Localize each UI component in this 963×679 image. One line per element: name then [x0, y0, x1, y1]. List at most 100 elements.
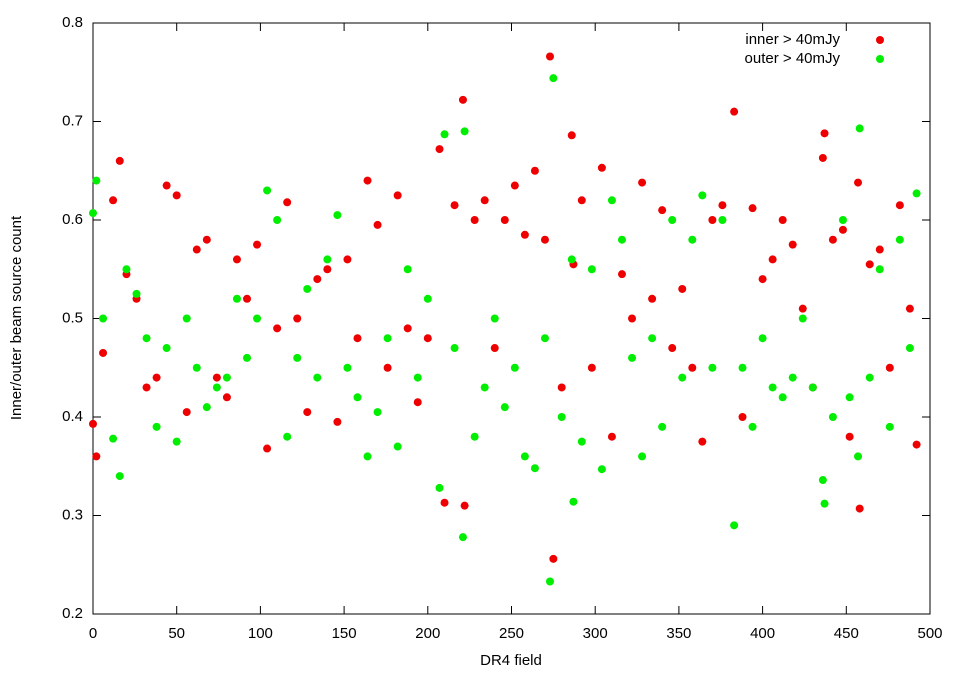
point [718, 216, 727, 224]
point [617, 235, 626, 244]
point [253, 240, 262, 249]
point [273, 324, 282, 333]
point [778, 393, 787, 402]
point [912, 440, 921, 449]
y-tick-label: 0.4 [62, 408, 83, 425]
point [363, 452, 372, 461]
point [152, 422, 161, 431]
point [490, 314, 499, 323]
point [854, 178, 863, 187]
point [788, 240, 797, 249]
point [212, 373, 221, 382]
point [668, 216, 677, 224]
point [730, 107, 739, 116]
point [648, 294, 657, 303]
point [678, 284, 687, 293]
point [313, 373, 322, 382]
point [263, 444, 272, 453]
point [798, 304, 807, 313]
point [480, 196, 489, 205]
point [273, 216, 282, 224]
point [99, 314, 108, 323]
point [172, 437, 181, 446]
point [828, 235, 837, 244]
x-tick-label: 300 [583, 625, 608, 642]
point [607, 432, 616, 441]
point [658, 206, 667, 215]
point [510, 181, 519, 190]
point [875, 265, 884, 274]
point [162, 181, 171, 190]
point [912, 189, 921, 198]
point [510, 363, 519, 372]
point [132, 289, 141, 298]
x-tick-label: 200 [415, 625, 440, 642]
point [383, 334, 392, 343]
point [530, 166, 539, 175]
legend-marker [876, 36, 884, 44]
point [628, 353, 637, 362]
point [393, 442, 402, 451]
point [577, 196, 586, 205]
x-tick-label: 450 [834, 625, 859, 642]
point [540, 334, 549, 343]
point [243, 294, 252, 303]
x-tick-label: 150 [332, 625, 357, 642]
point [865, 373, 874, 382]
point [172, 191, 181, 200]
point [788, 373, 797, 382]
point [798, 314, 807, 323]
y-tick-label: 0.6 [62, 211, 83, 228]
point [202, 403, 211, 412]
point [403, 265, 412, 274]
point [393, 191, 402, 200]
point [758, 275, 767, 284]
point [768, 383, 777, 392]
point [92, 176, 101, 185]
point [353, 334, 362, 343]
point [202, 235, 211, 244]
point [520, 230, 529, 239]
point [89, 209, 97, 218]
point [648, 334, 657, 343]
x-tick-label: 50 [168, 625, 185, 642]
point [698, 437, 707, 446]
point [222, 393, 231, 402]
point [778, 216, 787, 224]
point [708, 216, 717, 224]
point [363, 176, 372, 185]
point [658, 422, 667, 431]
point [546, 577, 555, 586]
x-tick-label: 0 [89, 625, 97, 642]
legend-label: inner > 40mJy [745, 31, 840, 48]
point [540, 235, 549, 244]
point [855, 504, 864, 513]
point [293, 353, 302, 362]
x-tick-label: 250 [499, 625, 524, 642]
point [192, 363, 201, 372]
point [89, 419, 97, 428]
legend-marker [876, 55, 884, 63]
point [768, 255, 777, 264]
point [688, 235, 697, 244]
point [698, 191, 707, 200]
point [587, 265, 596, 274]
point [293, 314, 302, 323]
point [828, 413, 837, 421]
point [557, 413, 566, 421]
point [638, 178, 647, 187]
point [353, 393, 362, 402]
point [109, 196, 118, 205]
point [500, 403, 509, 412]
point [115, 472, 124, 481]
point [343, 363, 352, 372]
point [577, 437, 586, 446]
point [820, 129, 829, 138]
point [875, 245, 884, 254]
point [313, 275, 322, 284]
point [122, 265, 131, 274]
point [500, 216, 509, 224]
point [905, 344, 914, 353]
point [413, 398, 422, 407]
point [283, 432, 292, 441]
